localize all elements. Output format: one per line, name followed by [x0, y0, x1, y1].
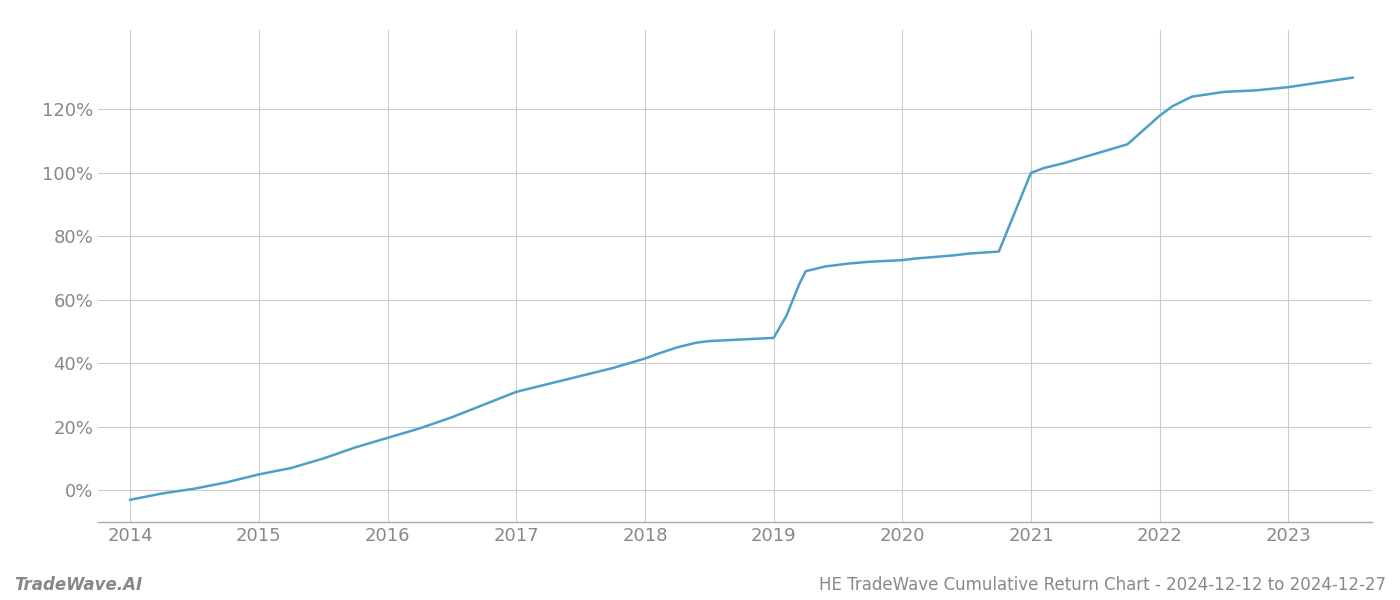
- Text: TradeWave.AI: TradeWave.AI: [14, 576, 143, 594]
- Text: HE TradeWave Cumulative Return Chart - 2024-12-12 to 2024-12-27: HE TradeWave Cumulative Return Chart - 2…: [819, 576, 1386, 594]
